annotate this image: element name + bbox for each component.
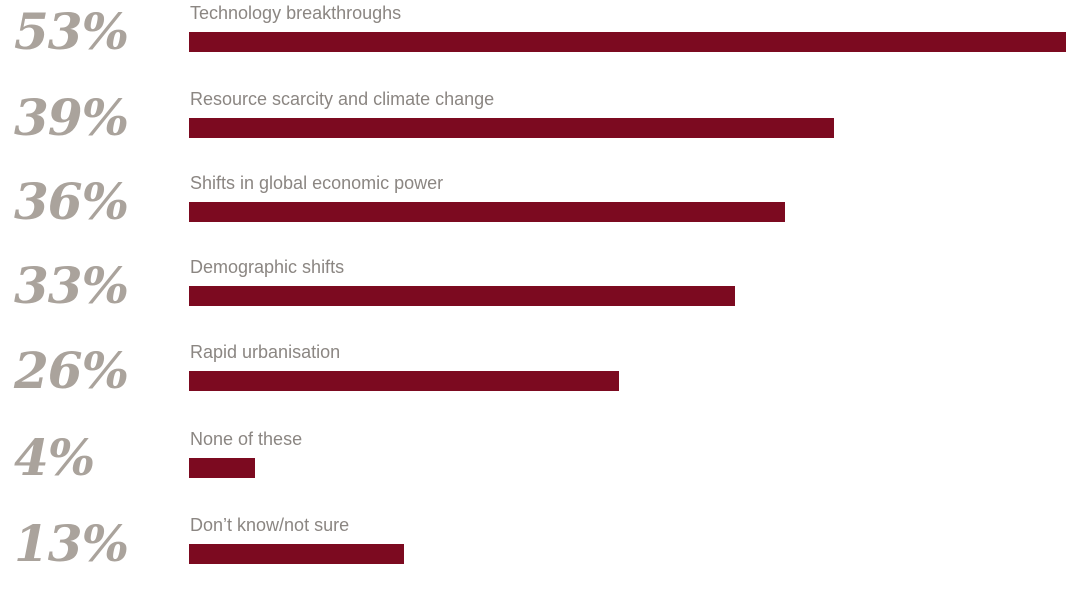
category-label: Technology breakthroughs [190, 3, 402, 23]
bar-row-0: 53% Technology breakthroughs [0, 0, 1066, 84]
bar [189, 544, 404, 564]
horizontal-bar-chart: 53% Technology breakthroughs 39% Resourc… [0, 0, 1066, 573]
value-label: 26% [14, 341, 129, 400]
value-label: 53% [14, 2, 129, 61]
value-label: 13% [14, 514, 129, 573]
bar [189, 286, 735, 306]
bar-row-1: 39% Resource scarcity and climate change [0, 84, 1066, 170]
bar-row-3: 33% Demographic shifts [0, 252, 1066, 338]
value-label: 39% [14, 88, 129, 147]
bar [189, 202, 785, 222]
category-label: Rapid urbanisation [190, 342, 341, 362]
category-label: Demographic shifts [190, 257, 345, 277]
category-label: Don’t know/not sure [190, 515, 350, 535]
bar [189, 32, 1066, 52]
bar-row-4: 26% Rapid urbanisation [0, 337, 1066, 423]
bar-row-5: 4% None of these [0, 424, 1066, 510]
bar-row-6: 13% Don’t know/not sure [0, 510, 1066, 596]
bar [189, 371, 619, 391]
value-label: 36% [14, 172, 129, 231]
value-label: 33% [14, 256, 129, 315]
value-label: 4% [14, 428, 95, 487]
bar [189, 118, 834, 138]
category-label: Resource scarcity and climate change [190, 89, 495, 109]
bar-row-2: 36% Shifts in global economic power [0, 168, 1066, 254]
category-label: Shifts in global economic power [190, 173, 444, 193]
bar [189, 458, 255, 478]
category-label: None of these [190, 429, 303, 449]
